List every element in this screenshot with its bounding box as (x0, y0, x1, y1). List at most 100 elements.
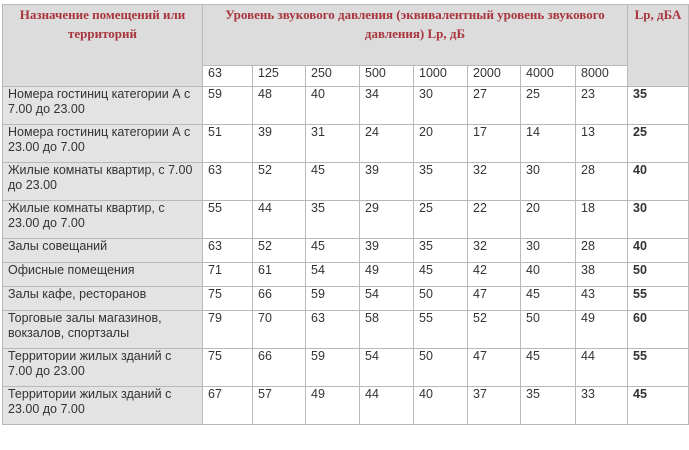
sound-level-cell: 39 (359, 238, 414, 263)
sound-level-cell: 52 (467, 310, 521, 349)
room-purpose-cell: Жилые комнаты квартир, с 23.00 до 7.00 (2, 200, 203, 239)
sound-level-cell: 39 (252, 124, 306, 163)
table-row: Территории жилых зданий с 7.00 до 23.00 7… (2, 348, 689, 387)
sound-level-cell: 20 (413, 124, 468, 163)
sound-level-cell: 23 (575, 86, 628, 125)
sound-level-cell: 31 (305, 124, 360, 163)
sound-level-cell: 45 (413, 262, 468, 287)
frequency-header: 8000 (575, 65, 628, 87)
sound-level-cell: 50 (413, 286, 468, 311)
table-row: Офисные помещения 71 61 54 49 45 42 40 38 50 (2, 262, 689, 287)
room-purpose-cell: Торговые залы магазинов, вокзалов, спорт… (2, 310, 203, 349)
sound-level-cell: 35 (413, 238, 468, 263)
sound-level-cell: 30 (413, 86, 468, 125)
room-purpose-cell: Залы кафе, ресторанов (2, 286, 203, 311)
frequency-header: 2000 (467, 65, 521, 87)
sound-level-cell: 38 (575, 262, 628, 287)
sound-level-cell: 49 (359, 262, 414, 287)
sound-level-cell: 63 (202, 162, 253, 201)
lp-dba-cell: 55 (627, 286, 689, 311)
table-body: Номера гостиниц категории А с 7.00 до 23… (2, 86, 689, 425)
sound-level-cell: 59 (305, 348, 360, 387)
lp-dba-cell: 30 (627, 200, 689, 239)
table-row: Залы совещаний 63 52 45 39 35 32 30 28 40 (2, 238, 689, 263)
table-row: Торговые залы магазинов, вокзалов, спорт… (2, 310, 689, 349)
sound-level-cell: 22 (467, 200, 521, 239)
table-row: Номера гостиниц категории А с 7.00 до 23… (2, 86, 689, 125)
sound-level-cell: 25 (413, 200, 468, 239)
frequency-header: 4000 (520, 65, 576, 87)
sound-level-cell: 30 (520, 238, 576, 263)
sound-level-cell: 40 (520, 262, 576, 287)
sound-level-cell: 52 (252, 162, 306, 201)
sound-level-cell: 52 (252, 238, 306, 263)
sound-level-cell: 66 (252, 286, 306, 311)
sound-level-cell: 79 (202, 310, 253, 349)
sound-level-cell: 34 (359, 86, 414, 125)
sound-level-cell: 13 (575, 124, 628, 163)
sound-level-cell: 70 (252, 310, 306, 349)
frequency-header: 125 (252, 65, 306, 87)
header-purpose: Назначение помещений или территорий (2, 4, 203, 87)
sound-level-cell: 35 (520, 386, 576, 425)
header-lp: Lp, дБА (627, 4, 689, 87)
table-row: Территории жилых зданий с 23.00 до 7.00 6… (2, 386, 689, 425)
sound-level-cell: 35 (305, 200, 360, 239)
sound-level-cell: 61 (252, 262, 306, 287)
lp-dba-cell: 50 (627, 262, 689, 287)
sound-level-cell: 39 (359, 162, 414, 201)
sound-level-cell: 54 (359, 348, 414, 387)
sound-level-cell: 25 (520, 86, 576, 125)
sound-level-cell: 67 (202, 386, 253, 425)
sound-level-cell: 17 (467, 124, 521, 163)
sound-level-cell: 32 (467, 238, 521, 263)
sound-level-cell: 42 (467, 262, 521, 287)
room-purpose-cell: Номера гостиниц категории А с 7.00 до 23… (2, 86, 203, 125)
frequency-header: 500 (359, 65, 414, 87)
sound-level-cell: 54 (305, 262, 360, 287)
sound-level-cell: 48 (252, 86, 306, 125)
sound-level-cell: 29 (359, 200, 414, 239)
sound-level-cell: 54 (359, 286, 414, 311)
sound-level-cell: 43 (575, 286, 628, 311)
sound-level-cell: 66 (252, 348, 306, 387)
lp-dba-cell: 55 (627, 348, 689, 387)
sound-level-cell: 45 (520, 286, 576, 311)
frequency-header: 250 (305, 65, 360, 87)
sound-level-cell: 58 (359, 310, 414, 349)
sound-level-cell: 57 (252, 386, 306, 425)
sound-level-cell: 47 (467, 348, 521, 387)
room-purpose-cell: Жилые комнаты квартир, с 7.00 до 23.00 (2, 162, 203, 201)
sound-level-cell: 35 (413, 162, 468, 201)
sound-level-cell: 51 (202, 124, 253, 163)
sound-level-cell: 55 (202, 200, 253, 239)
sound-level-cell: 30 (520, 162, 576, 201)
sound-level-cell: 44 (359, 386, 414, 425)
sound-level-cell: 71 (202, 262, 253, 287)
sound-level-cell: 24 (359, 124, 414, 163)
table-row: Жилые комнаты квартир, с 23.00 до 7.00 55… (2, 200, 689, 239)
sound-level-cell: 49 (305, 386, 360, 425)
room-purpose-cell: Офисные помещения (2, 262, 203, 287)
sound-level-cell: 27 (467, 86, 521, 125)
sound-level-cell: 45 (305, 238, 360, 263)
lp-dba-cell: 60 (627, 310, 689, 349)
frequency-header: 1000 (413, 65, 468, 87)
sound-level-cell: 49 (575, 310, 628, 349)
sound-level-cell: 47 (467, 286, 521, 311)
sound-level-cell: 75 (202, 286, 253, 311)
frequency-header: 63 (202, 65, 253, 87)
sound-level-cell: 37 (467, 386, 521, 425)
sound-level-cell: 28 (575, 162, 628, 201)
sound-level-cell: 44 (575, 348, 628, 387)
table-row: Номера гостиниц категории А с 23.00 до 7… (2, 124, 689, 163)
sound-level-cell: 55 (413, 310, 468, 349)
sound-level-cell: 44 (252, 200, 306, 239)
sound-level-cell: 45 (305, 162, 360, 201)
table-row: Залы кафе, ресторанов 75 66 59 54 50 47 45 43 55 (2, 286, 689, 311)
noise-level-table: Назначение помещений или территорий Уров… (2, 4, 689, 425)
sound-level-cell: 18 (575, 200, 628, 239)
table-row: Жилые комнаты квартир, с 7.00 до 23.00 63… (2, 162, 689, 201)
header-sound-pressure: Уровень звукового давления (эквивалентны… (202, 4, 628, 66)
sound-level-cell: 45 (520, 348, 576, 387)
